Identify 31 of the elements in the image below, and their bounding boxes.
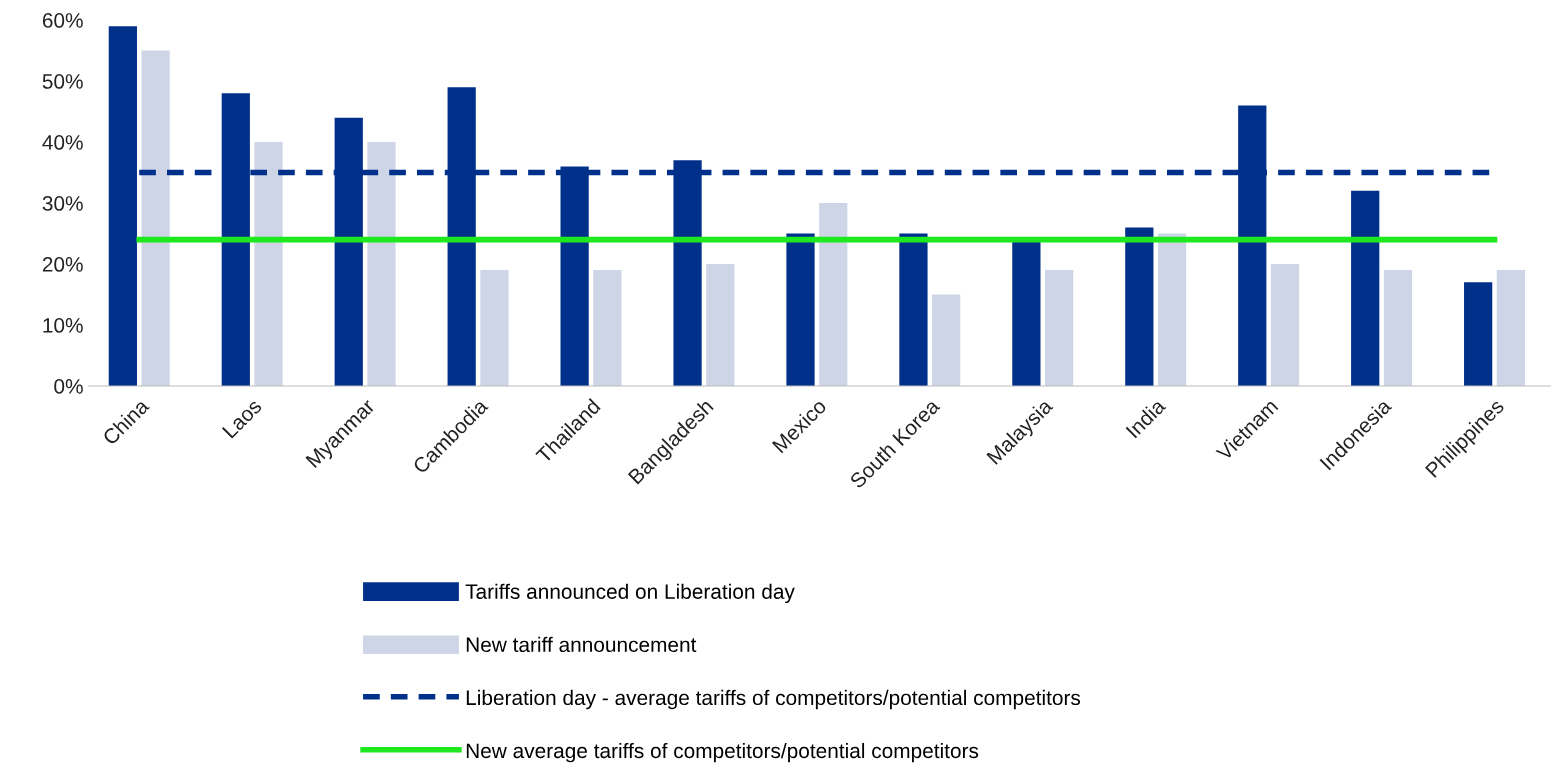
bar <box>706 264 735 386</box>
legend-label: New tariff announcement <box>466 636 697 653</box>
bar <box>593 270 622 386</box>
y-tick-label: 30% <box>42 196 83 211</box>
bar <box>1157 233 1187 386</box>
bar <box>480 270 509 386</box>
bar <box>1045 270 1074 386</box>
bar <box>1012 239 1041 386</box>
y-tick-label: 20% <box>42 257 83 272</box>
bar <box>819 203 848 386</box>
bar <box>141 50 170 386</box>
legend-label: New average tariffs of competitors/potential competitors <box>466 742 979 763</box>
bar <box>932 294 961 386</box>
legend-label: Liberation day - average tariffs of competitors/potential competitors <box>466 689 1081 710</box>
bar <box>254 142 283 386</box>
legend-label: Tariffs announced on Liberation day <box>465 583 795 604</box>
bar <box>1270 264 1300 386</box>
y-tick-label: 60% <box>42 13 83 28</box>
bar <box>108 26 137 386</box>
y-tick-label: 0% <box>54 379 83 394</box>
bar <box>1464 282 1493 386</box>
bar <box>786 233 815 386</box>
bar <box>1383 270 1413 386</box>
bar <box>367 142 396 386</box>
y-tick-label: 40% <box>42 135 83 150</box>
y-tick-label: 50% <box>42 74 83 89</box>
y-tick-label: 10% <box>43 318 83 333</box>
bar <box>1496 270 1526 386</box>
bar <box>899 233 928 386</box>
bar <box>1125 227 1154 386</box>
bar <box>1351 190 1380 386</box>
